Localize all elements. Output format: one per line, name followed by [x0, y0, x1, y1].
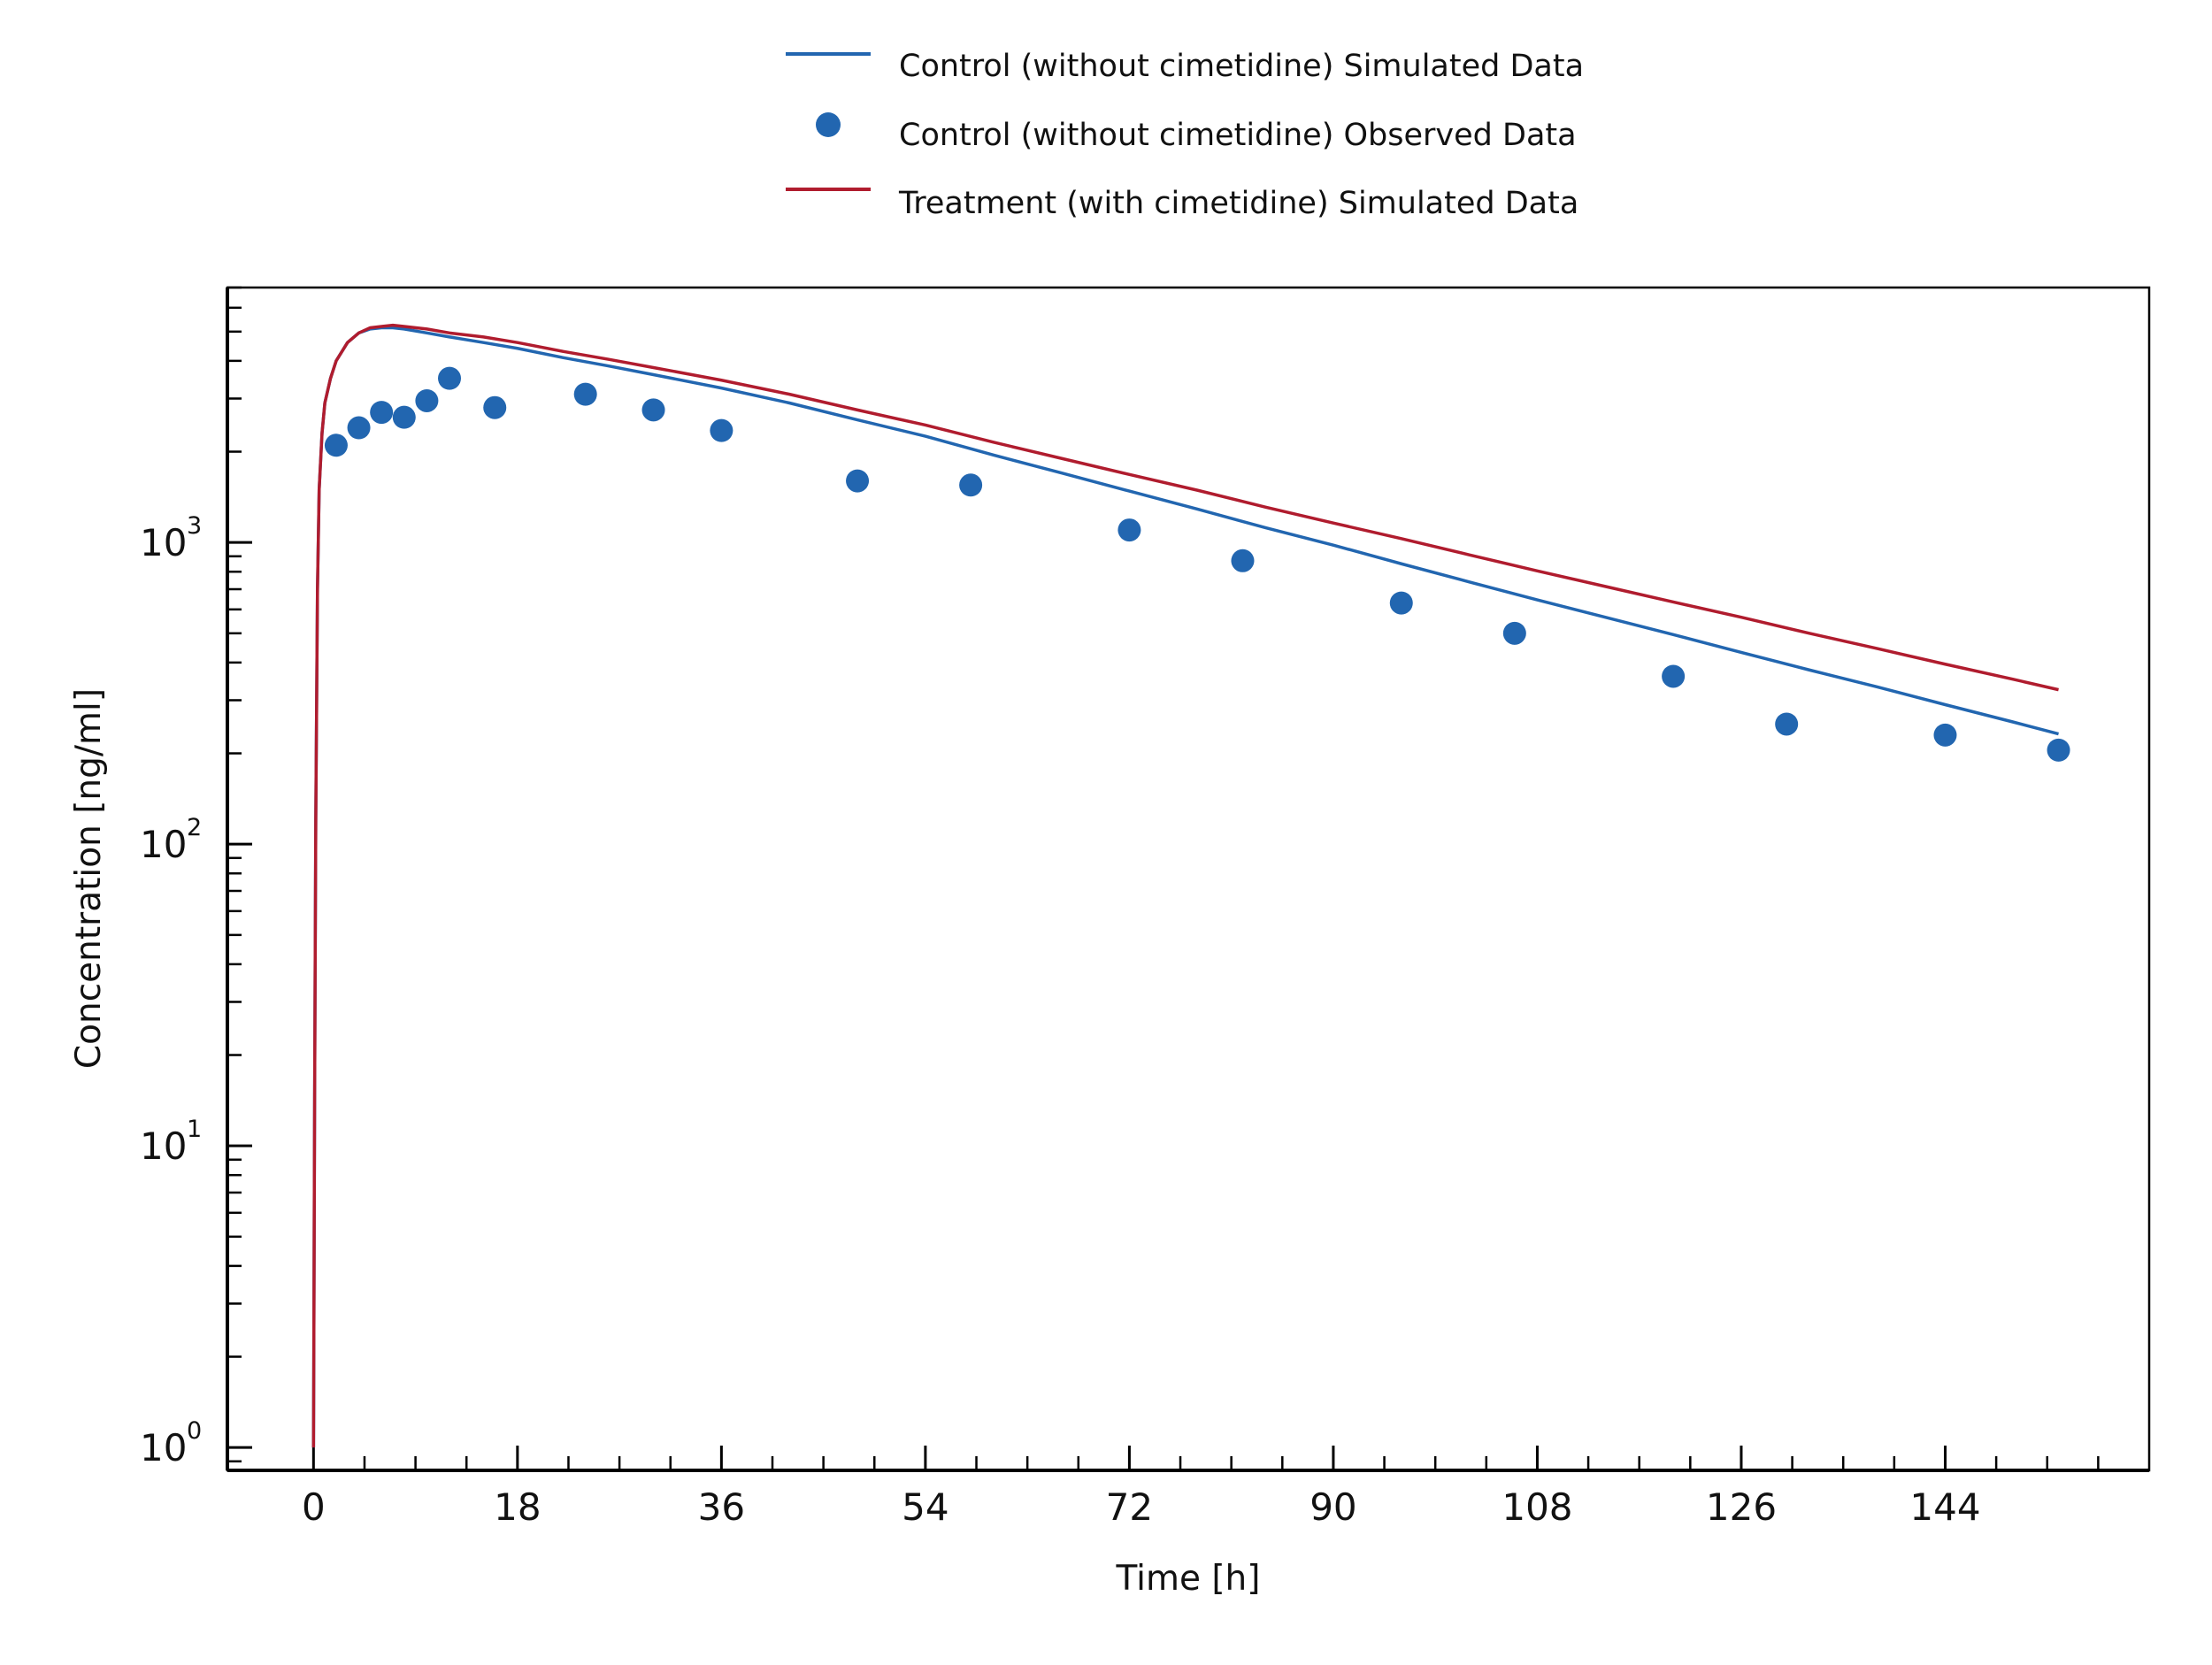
y-tick-label-base: 10	[140, 823, 187, 866]
data-point-control-observed	[1502, 621, 1526, 645]
x-tick-label: 54	[902, 1485, 949, 1529]
series-layer	[311, 323, 2070, 1448]
x-tick-label: 144	[1909, 1485, 1980, 1529]
legend: Control (without cimetidine) Simulated D…	[786, 49, 1584, 221]
data-point-control-observed	[959, 473, 983, 497]
y-tick-label-exponent: 0	[187, 1417, 202, 1445]
legend-item-control-observed: Control (without cimetidine) Observed Da…	[816, 112, 1577, 153]
y-tick-label: 10	[140, 1426, 187, 1469]
data-point-control-observed	[710, 418, 733, 442]
data-point-control-observed	[1933, 723, 1957, 747]
legend-label-treatment-simulated: Treatment (with cimetidine) Simulated Da…	[898, 186, 1578, 221]
legend-label-control-observed: Control (without cimetidine) Observed Da…	[899, 118, 1577, 153]
x-tick-label: 72	[1106, 1485, 1153, 1529]
y-tick-label: 10	[140, 823, 187, 866]
data-point-control-observed	[347, 416, 371, 440]
data-point-control-observed	[846, 469, 870, 493]
data-point-control-observed	[1118, 518, 1141, 542]
series-line-treatment-simulated	[311, 323, 2059, 1448]
data-point-control-observed	[573, 382, 597, 406]
data-point-control-observed	[392, 405, 416, 429]
data-point-control-observed	[483, 395, 507, 419]
data-point-control-observed	[415, 388, 439, 412]
y-tick-label-base: 10	[140, 1426, 187, 1469]
data-point-control-observed	[438, 366, 462, 390]
data-point-control-observed	[641, 398, 665, 422]
x-axis-title: Time [h]	[1116, 1559, 1261, 1599]
series-line-control-simulated	[311, 326, 2059, 1448]
data-point-control-observed	[2047, 738, 2070, 762]
x-tick-label: 36	[698, 1485, 745, 1529]
legend-item-control-simulated: Control (without cimetidine) Simulated D…	[786, 49, 1584, 84]
x-tick-label: 108	[1502, 1485, 1572, 1529]
y-tick-label-exponent: 3	[187, 512, 202, 540]
data-point-control-observed	[1231, 549, 1255, 572]
legend-label-control-simulated: Control (without cimetidine) Simulated D…	[899, 49, 1584, 84]
y-tick-label-base: 10	[140, 1124, 187, 1168]
data-point-control-observed	[1775, 712, 1799, 736]
x-axis-ticks: 0 18 36 54 72 90 108 126 144	[302, 1446, 2100, 1529]
y-tick-label-exponent: 1	[187, 1116, 202, 1143]
data-point-control-observed	[1662, 664, 1686, 688]
y-axis-title: Concentration [ng/ml]	[69, 688, 109, 1069]
y-tick-label-exponent: 2	[187, 814, 202, 841]
x-tick-label: 0	[302, 1485, 326, 1529]
legend-swatch-control-observed	[816, 112, 841, 137]
plot-frame	[226, 286, 2151, 1472]
y-tick-label: 10	[140, 1124, 187, 1168]
x-tick-label: 18	[494, 1485, 541, 1529]
x-tick-label: 126	[1706, 1485, 1777, 1529]
data-point-control-observed	[324, 434, 348, 457]
y-tick-label: 10	[140, 521, 187, 564]
y-tick-label-base: 10	[140, 521, 187, 564]
data-point-control-observed	[370, 401, 394, 425]
x-tick-label: 90	[1310, 1485, 1356, 1529]
legend-item-treatment-simulated: Treatment (with cimetidine) Simulated Da…	[786, 186, 1578, 221]
data-point-control-observed	[1389, 591, 1413, 615]
